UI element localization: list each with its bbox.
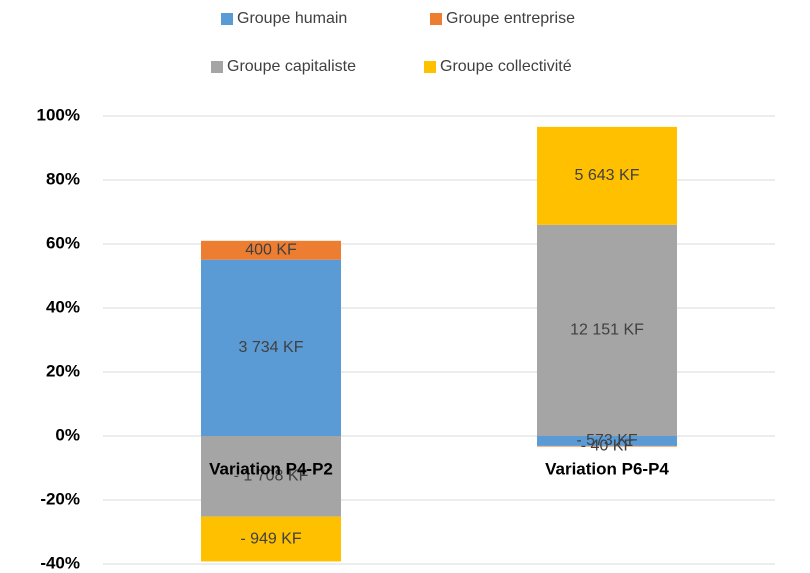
y-tick-label: 0% <box>55 425 80 444</box>
legend-label: Groupe humain <box>237 10 347 27</box>
data-label: 12 151 KF <box>570 322 644 339</box>
data-label: 3 734 KF <box>239 339 304 356</box>
bar-segment <box>201 240 341 260</box>
x-tick-label: Variation P4-P2 <box>209 459 333 478</box>
legend-swatch <box>211 61 223 73</box>
bar-segment <box>201 436 341 517</box>
data-label: 400 KF <box>245 241 297 258</box>
y-tick-label: 20% <box>46 361 80 380</box>
legend-swatch <box>221 13 233 25</box>
x-tick-label: Variation P6-P4 <box>545 459 669 478</box>
legend-label: Groupe collectivité <box>440 58 572 75</box>
y-tick-label: 60% <box>46 233 80 252</box>
data-label: - 573 KF <box>576 432 638 449</box>
bar-segment <box>537 445 677 447</box>
data-label: - 949 KF <box>240 530 302 547</box>
y-tick-label: -20% <box>40 489 80 508</box>
legend-swatch <box>430 13 442 25</box>
bar-segment <box>201 516 341 562</box>
legend-swatch <box>424 61 436 73</box>
legend-label: Groupe capitaliste <box>227 58 356 75</box>
y-tick-label: 40% <box>46 297 80 316</box>
bar-segment <box>201 259 341 436</box>
data-label: 5 643 KF <box>575 167 640 184</box>
legend-label: Groupe entreprise <box>446 10 575 27</box>
bar-segment <box>537 126 677 225</box>
bar-segment <box>537 436 677 446</box>
y-tick-label: -40% <box>40 553 80 572</box>
bar-segment <box>537 224 677 436</box>
y-tick-label: 100% <box>37 105 80 124</box>
data-label: - 1 708 KF <box>234 468 309 485</box>
data-label: - 40 KF <box>581 437 634 454</box>
y-tick-label: 80% <box>46 169 80 188</box>
